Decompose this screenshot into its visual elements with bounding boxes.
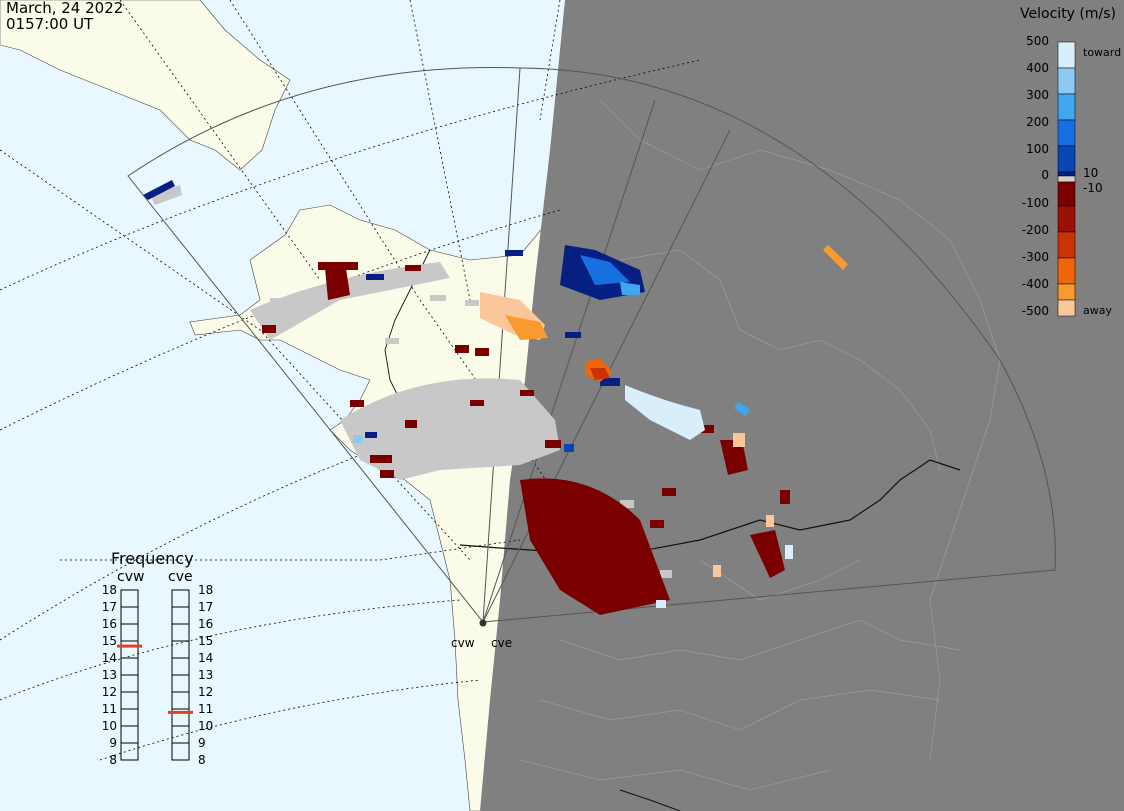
radar-fov [127, 67, 1056, 624]
velocity-tick-extra: -10 [1083, 181, 1103, 195]
frequency-radar-label-cvw: cvw [117, 569, 145, 585]
frequency-tick-cve: 18 [198, 583, 214, 597]
frequency-tick-cve: 17 [198, 600, 214, 614]
cve-fov-outline [482, 67, 1056, 623]
velocity-tick: -300 [1021, 250, 1049, 264]
frequency-radar-label-cve: cve [168, 569, 193, 585]
radar-site-label-cvw: cvw [451, 636, 475, 650]
ground-scatter [150, 185, 672, 578]
canada-us-border-east [759, 459, 961, 531]
siberia-land [0, 0, 291, 171]
velocity-away-label: away [1083, 304, 1112, 317]
velocity-tick: 100 [1026, 142, 1049, 156]
frequency-tick-cvw: 9 [109, 736, 117, 750]
frequency-gauge-cvw [120, 589, 139, 761]
frequency-tick-cvw: 12 [101, 685, 117, 699]
radar-site-marker [479, 619, 487, 627]
velocity-colorbar [1057, 41, 1076, 317]
velocity-tick: 200 [1026, 115, 1049, 129]
velocity-tick: 500 [1026, 34, 1049, 48]
night-terminator-region [480, 0, 1124, 811]
frequency-tick-cvw: 13 [101, 668, 117, 682]
velocity-positive [143, 180, 793, 608]
frequency-indicator-cve [168, 710, 193, 714]
velocity-toward-label: toward [1083, 46, 1122, 59]
frequency-tick-cvw: 17 [101, 600, 117, 614]
velocity-scale-title: Velocity (m/s) [1020, 6, 1116, 22]
frequency-tick-cvw: 15 [101, 634, 117, 648]
frequency-tick-cvw: 18 [101, 583, 117, 597]
velocity-tick: 0 [1041, 168, 1049, 182]
date-label: March, 24 2022 [6, 0, 124, 17]
frequency-tick-cve: 15 [198, 634, 214, 648]
velocity-tick: -500 [1021, 304, 1049, 318]
velocity-tick: -200 [1021, 223, 1049, 237]
frequency-gauge-cve [171, 589, 190, 761]
velocity-tick: -400 [1021, 277, 1049, 291]
frequency-tick-cvw: 14 [101, 651, 117, 665]
frequency-tick-cve: 12 [198, 685, 214, 699]
frequency-tick-cvw: 16 [101, 617, 117, 631]
us-mexico-border [619, 789, 681, 811]
cvw-fov-outline [127, 67, 521, 624]
velocity-tick: 300 [1026, 88, 1049, 102]
frequency-title: Frequency [111, 549, 194, 568]
frequency-tick-cve: 13 [198, 668, 214, 682]
frequency-tick-cvw: 11 [101, 702, 117, 716]
night-boundaries [519, 99, 1001, 791]
frequency-indicator-cvw [117, 644, 142, 648]
time-label: 0157:00 UT [6, 15, 94, 33]
velocity-away-fast [480, 245, 848, 577]
frequency-tick-cve: 8 [198, 753, 206, 767]
velocity-negative [262, 262, 790, 615]
frequency-tick-cve: 9 [198, 736, 206, 750]
velocity-tick: -100 [1021, 196, 1049, 210]
frequency-tick-cve: 14 [198, 651, 214, 665]
frequency-tick-cvw: 10 [101, 719, 117, 733]
velocity-tick: 400 [1026, 61, 1049, 75]
velocity-tick-extra: 10 [1083, 166, 1099, 180]
frequency-tick-cve: 10 [198, 719, 214, 733]
frequency-tick-cvw: 8 [109, 753, 117, 767]
radar-sites [479, 619, 487, 627]
radar-site-label-cve: cve [491, 636, 513, 650]
frequency-tick-cve: 11 [198, 702, 214, 716]
frequency-tick-cve: 16 [198, 617, 214, 631]
cve-beam-line-1 [482, 99, 656, 623]
